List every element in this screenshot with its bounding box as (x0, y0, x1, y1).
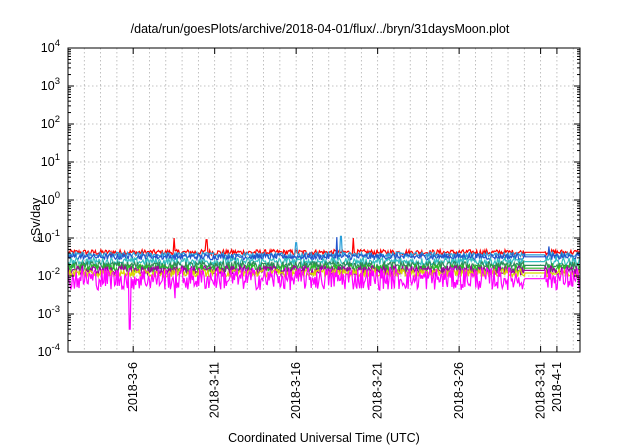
x-tick-label: 2018-3-31 (534, 362, 548, 419)
y-tick-label: 10-4 (38, 342, 60, 359)
y-tick-label: 102 (41, 114, 60, 131)
x-tick-label: 2018-3-21 (371, 362, 385, 419)
y-tick-exponent: 3 (55, 76, 60, 87)
y-tick-label: 10-1 (38, 228, 60, 245)
y-tick-base: 10 (41, 79, 55, 93)
x-axis-label: Coordinated Universal Time (UTC) (228, 431, 420, 445)
y-tick-label: 10-3 (38, 304, 60, 321)
y-tick-base: 10 (38, 307, 52, 321)
y-tick-exponent: 2 (55, 114, 60, 125)
y-tick-label: 10-2 (38, 266, 60, 283)
y-tick-label: 104 (41, 38, 60, 55)
x-tick-labels: 2018-3-6 2018-3-11 2018-3-16 2018-3-21 2018-… (126, 362, 564, 419)
y-tick-base: 10 (41, 193, 55, 207)
plot-series (67, 235, 581, 330)
y-tick-label: 100 (41, 190, 60, 207)
x-tick-label: 2018-3-16 (289, 362, 303, 419)
y-tick-base: 10 (38, 345, 52, 359)
y-tick-base: 10 (38, 269, 52, 283)
y-tick-label: 101 (41, 152, 60, 169)
series-line (67, 235, 581, 260)
y-tick-base: 10 (38, 231, 52, 245)
x-tick-label: 2018-3-6 (126, 362, 140, 412)
y-tick-base: 10 (41, 41, 55, 55)
y-tick-exponent: 1 (55, 152, 60, 163)
y-tick-exponent: -4 (52, 342, 60, 353)
series-line (67, 255, 581, 268)
axes (67, 47, 581, 353)
y-tick-exponent: -2 (52, 266, 60, 277)
series-line (67, 237, 581, 258)
y-tick-exponent: 4 (55, 38, 60, 49)
series-line (67, 266, 581, 330)
y-tick-exponent: -1 (52, 228, 60, 239)
y-tick-base: 10 (41, 117, 55, 131)
y-tick-exponent: -3 (52, 304, 60, 315)
y-axis-label: cSv/day (29, 197, 43, 242)
y-tick-exponent: 0 (55, 190, 60, 201)
chart-title: /data/run/goesPlots/archive/2018-04-01/f… (131, 22, 510, 36)
x-tick-label: 2018-3-26 (452, 362, 466, 419)
y-tick-base: 10 (41, 155, 55, 169)
x-tick-label: 2018-3-11 (208, 362, 222, 418)
y-tick-label: 103 (41, 76, 60, 93)
x-tick-label: 2018-4-1 (550, 362, 564, 412)
grid-lines (68, 47, 580, 353)
